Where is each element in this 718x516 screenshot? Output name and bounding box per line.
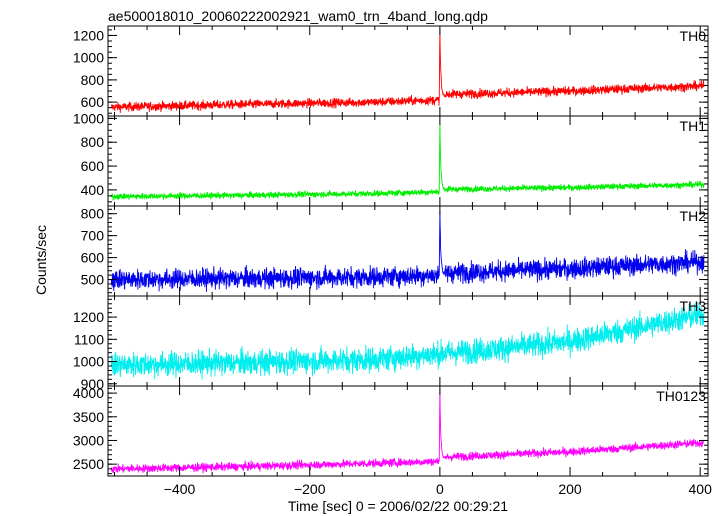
y-tick-label: 1000 [73,50,104,66]
y-tick-label: 600 [81,158,105,174]
series-line-th0123 [110,388,705,474]
y-tick-label: 4000 [73,385,104,401]
x-tick-label: −400 [164,481,196,497]
y-tick-label: 700 [81,228,105,244]
panels: 600 800 1000 1200 TH0 400 600 800 1000 TH1 500 600 7… [73,25,709,477]
y-tick-label: 2500 [73,456,104,472]
y-tick-label: 1100 [74,331,104,347]
y-tick-label: 1000 [73,110,104,126]
x-tick-label: 400 [689,481,713,497]
y-tick-label: 600 [81,250,105,266]
chart-title: ae500018010_20060222002921_wam0_trn_4ban… [108,8,488,24]
y-tick-label: 800 [81,134,105,150]
panel-label-th3: TH3 [680,298,707,314]
series-line-th1 [110,122,705,201]
x-tick-label: 0 [436,481,444,497]
y-tick-label: 600 [81,94,105,110]
panel-label-th1: TH1 [680,118,707,134]
y-tick-label: 1200 [73,309,104,325]
series-line-th0 [110,29,705,113]
x-tick-label: 200 [558,481,582,497]
panel-th3: 900 1000 1100 1200 TH3 [73,295,709,392]
y-tick-label: 1000 [73,354,104,370]
y-tick-label: 800 [81,72,105,88]
panel-th2: 500 600 700 800 TH2 [81,205,709,297]
y-axis-title: Counts/sec [33,225,49,295]
y-tick-label: 400 [81,182,105,198]
series-line-th3 [110,302,705,380]
y-tick-label: 900 [81,376,105,392]
x-axis-title: Time [sec] 0 = 2006/02/22 00:29:21 [288,498,508,514]
panel-label-th0123: TH0123 [656,388,706,404]
panel-th1: 400 600 800 1000 TH1 [73,110,709,207]
panel-th0123: 2500 3000 3500 4000 TH0123 [73,385,709,477]
panel-label-th2: TH2 [680,208,707,224]
panel-th0: 600 800 1000 1200 TH0 [73,25,709,117]
x-axis: −400 −200 0 200 400 [164,481,712,497]
y-tick-label: 800 [81,206,105,222]
y-tick-label: 1200 [73,27,104,43]
series-line-th2 [110,211,705,292]
y-tick-label: 3000 [73,432,104,448]
panel-label-th0: TH0 [680,28,707,44]
y-tick-label: 3500 [73,409,104,425]
y-tick-label: 500 [81,272,105,288]
x-tick-label: −200 [294,481,326,497]
